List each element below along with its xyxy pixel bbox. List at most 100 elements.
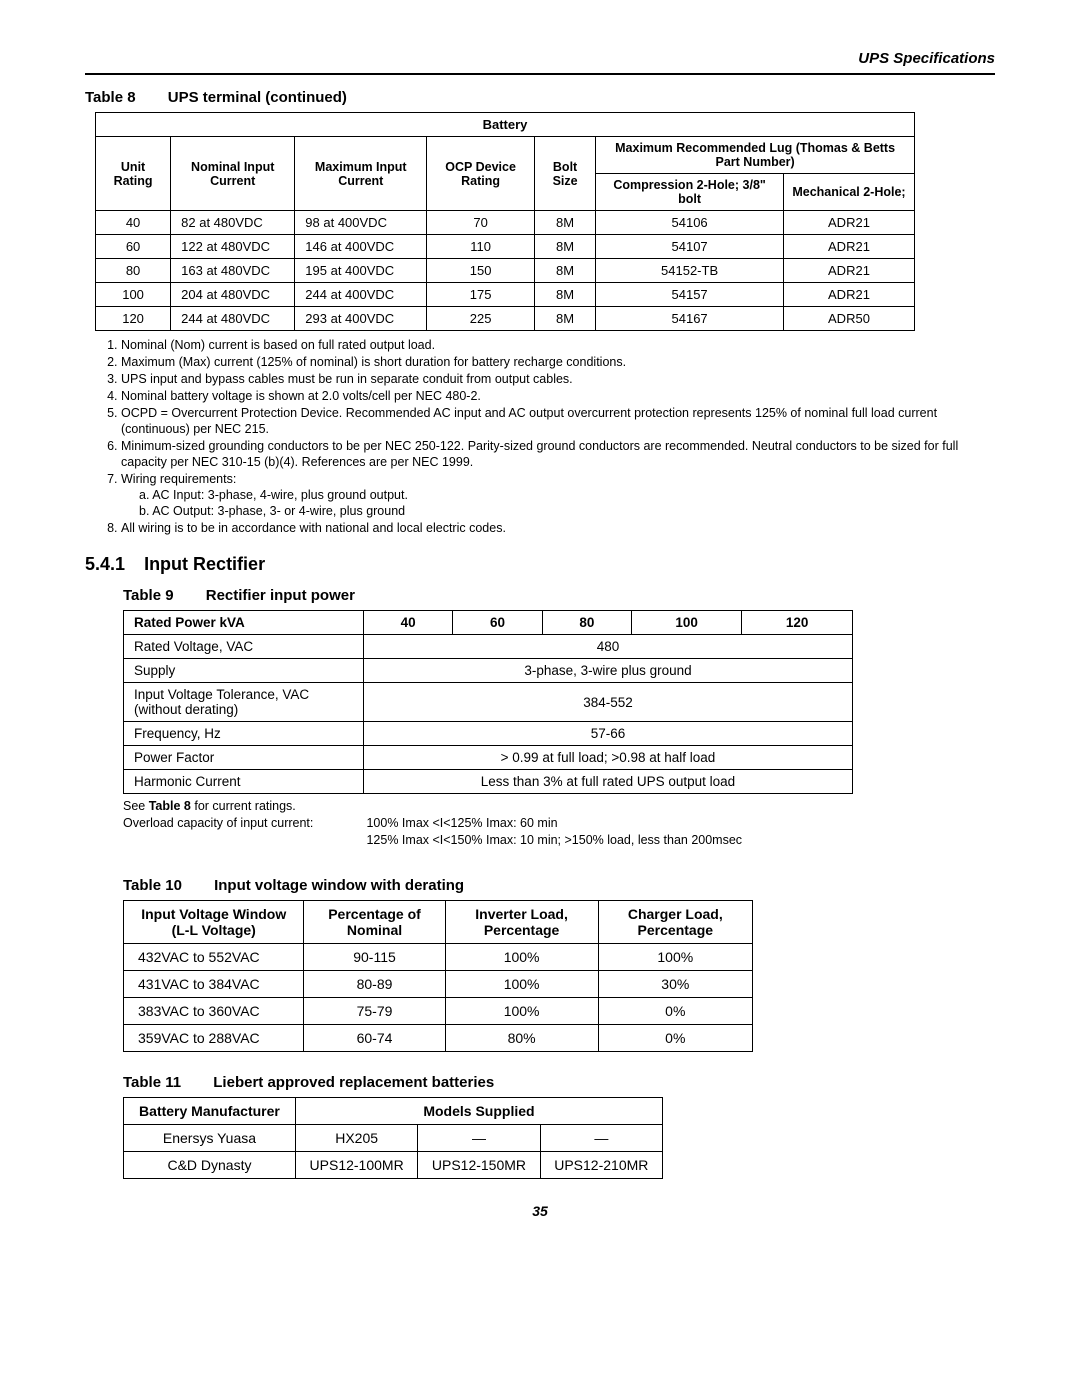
t10-cell: 359VAC to 288VAC: [124, 1024, 304, 1051]
table11-title: Liebert approved replacement batteries: [213, 1074, 494, 1091]
t8-cell: 120: [96, 307, 171, 331]
t10-cell: 383VAC to 360VAC: [124, 997, 304, 1024]
t8-col-ocp: OCP Device Rating: [427, 137, 535, 211]
t9-note-see: See Table 8 for current ratings.: [123, 798, 995, 815]
table-row: 383VAC to 360VAC75-79100%0%: [124, 997, 753, 1024]
t8-col-nom: Nominal Input Current: [171, 137, 295, 211]
t8-cell: 98 at 400VDC: [295, 211, 427, 235]
t11-col-mfr: Battery Manufacturer: [124, 1097, 296, 1124]
section-541-head: 5.4.1 Input Rectifier: [85, 554, 995, 575]
t8-cell: 163 at 480VDC: [171, 259, 295, 283]
table-row: 359VAC to 288VAC60-7480%0%: [124, 1024, 753, 1051]
t8-cell: 8M: [534, 235, 595, 259]
table8-caption: Table 8 UPS terminal (continued): [85, 89, 995, 106]
table-row: Input Voltage Tolerance, VAC (without de…: [124, 683, 853, 722]
page-number: 35: [85, 1203, 995, 1219]
t10-cell: 0%: [598, 1024, 752, 1051]
table8: Battery Unit Rating Nominal Input Curren…: [95, 112, 915, 331]
t9-overload-l2: 125% Imax <I<150% Imax: 10 min; >150% lo…: [366, 833, 742, 847]
t8-cell: 110: [427, 235, 535, 259]
t10-cell: 100%: [445, 970, 598, 997]
t8-cell: 70: [427, 211, 535, 235]
t8-cell: 244 at 400VDC: [295, 283, 427, 307]
t8-cell: 8M: [534, 259, 595, 283]
t8-cell: ADR21: [783, 211, 914, 235]
section-title: Input Rectifier: [144, 554, 265, 574]
note-6: Minimum-sized grounding conductors to be…: [121, 438, 995, 470]
t8-cell: 54106: [596, 211, 784, 235]
table9-title: Rectifier input power: [206, 587, 355, 604]
table-row: 100204 at 480VDC244 at 400VDC1758M54157A…: [96, 283, 915, 307]
table10-title: Input voltage window with derating: [214, 877, 464, 894]
header-rule: [85, 73, 995, 75]
t8-cell: 60: [96, 235, 171, 259]
t8-cell: 100: [96, 283, 171, 307]
t8-cell: 204 at 480VDC: [171, 283, 295, 307]
t10-cell: 30%: [598, 970, 752, 997]
table10: Input Voltage Window (L-L Voltage) Perce…: [123, 900, 753, 1052]
t10-cell: 80-89: [304, 970, 445, 997]
note-2: Maximum (Max) current (125% of nominal) …: [121, 354, 995, 370]
t8-cell: 8M: [534, 283, 595, 307]
t10-col-chg: Charger Load, Percentage: [598, 900, 752, 943]
t8-cell: 244 at 480VDC: [171, 307, 295, 331]
t10-col-pct: Percentage of Nominal: [304, 900, 445, 943]
t9-kva-0: 40: [364, 611, 453, 635]
t10-cell: 432VAC to 552VAC: [124, 943, 304, 970]
t8-cell: 82 at 480VDC: [171, 211, 295, 235]
t9-kva-2: 80: [542, 611, 631, 635]
t9-cell-value: 3-phase, 3-wire plus ground: [364, 659, 853, 683]
table10-caption: Table 10 Input voltage window with derat…: [123, 877, 995, 894]
t8-cell: 225: [427, 307, 535, 331]
t10-cell: 60-74: [304, 1024, 445, 1051]
t10-cell: 100%: [445, 943, 598, 970]
t11-cell: UPS12-150MR: [418, 1151, 540, 1178]
table-row: Frequency, Hz57-66: [124, 722, 853, 746]
t8-col-mech: Mechanical 2-Hole;: [783, 174, 914, 211]
t8-cell: 54152-TB: [596, 259, 784, 283]
table-row: 431VAC to 384VAC80-89100%30%: [124, 970, 753, 997]
t10-cell: 90-115: [304, 943, 445, 970]
table-row: 4082 at 480VDC98 at 400VDC708M54106ADR21: [96, 211, 915, 235]
t8-cell: 54167: [596, 307, 784, 331]
note-7b: b. AC Output: 3-phase, 3- or 4-wire, plu…: [139, 503, 995, 519]
t8-col-lug: Maximum Recommended Lug (Thomas & Betts …: [596, 137, 915, 174]
table8-notes: Nominal (Nom) current is based on full r…: [95, 337, 995, 536]
t8-col-unit: Unit Rating: [96, 137, 171, 211]
t8-cell: ADR50: [783, 307, 914, 331]
note-7: Wiring requirements: a. AC Input: 3-phas…: [121, 471, 995, 519]
t9-cell-label: Rated Voltage, VAC: [124, 635, 364, 659]
table-row: Supply3-phase, 3-wire plus ground: [124, 659, 853, 683]
t8-col-comp: Compression 2-Hole; 3/8" bolt: [596, 174, 784, 211]
table-row: Power Factor> 0.99 at full load; >0.98 a…: [124, 746, 853, 770]
t9-cell-value: Less than 3% at full rated UPS output lo…: [364, 770, 853, 794]
t10-cell: 431VAC to 384VAC: [124, 970, 304, 997]
t9-kva-3: 100: [632, 611, 742, 635]
t8-cell: 293 at 400VDC: [295, 307, 427, 331]
table9-caption: Table 9 Rectifier input power: [123, 587, 995, 604]
t11-cell: —: [540, 1124, 662, 1151]
t9-cell-label: Harmonic Current: [124, 770, 364, 794]
table8-num: Table 8: [85, 89, 136, 106]
table-row: 120244 at 480VDC293 at 400VDC2258M54167A…: [96, 307, 915, 331]
table11-num: Table 11: [123, 1074, 181, 1091]
t10-cell: 100%: [598, 943, 752, 970]
t9-cell-value: 384-552: [364, 683, 853, 722]
t8-cell: 8M: [534, 307, 595, 331]
t9-cell-value: 57-66: [364, 722, 853, 746]
t11-col-models: Models Supplied: [295, 1097, 662, 1124]
t8-cell: 8M: [534, 211, 595, 235]
t8-cell: 122 at 480VDC: [171, 235, 295, 259]
t11-cell: UPS12-210MR: [540, 1151, 662, 1178]
note-7-text: Wiring requirements:: [121, 472, 236, 486]
t8-cell: 80: [96, 259, 171, 283]
t9-note-bold: Table 8: [149, 799, 191, 813]
section-num: 5.4.1: [85, 554, 125, 574]
t9-cell-value: 480: [364, 635, 853, 659]
table11-caption: Table 11 Liebert approved replacement ba…: [123, 1074, 995, 1091]
t8-cell: 40: [96, 211, 171, 235]
table10-num: Table 10: [123, 877, 182, 894]
t11-cell: UPS12-100MR: [295, 1151, 417, 1178]
table-row: Enersys YuasaHX205——: [124, 1124, 663, 1151]
t9-head-rated: Rated Power kVA: [124, 611, 364, 635]
